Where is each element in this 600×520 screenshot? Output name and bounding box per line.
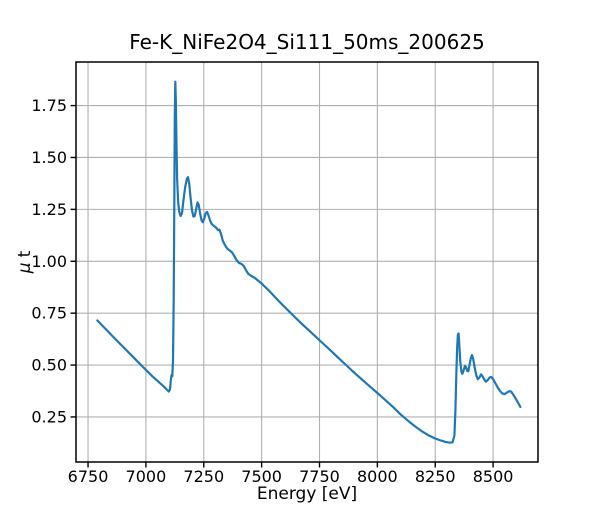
x-tick-label: 6750 [68,467,109,486]
y-tick-label: 0.50 [31,356,67,375]
x-tick-label: 8000 [357,467,398,486]
y-tick-label: 1.75 [31,96,67,115]
y-tick-label: 0.25 [31,407,67,426]
y-tick-label: 1.50 [31,148,67,167]
x-tick-label: 8500 [473,467,514,486]
y-tick-label: 1.00 [31,252,67,271]
plot-border [75,61,539,463]
y-axis-label: μt [15,250,35,274]
x-tick-label: 7750 [299,467,340,486]
y-tick-label: 0.75 [31,304,67,323]
chart-title: Fe-K_NiFe2O4_Si111_50ms_200625 [129,30,485,54]
y-tick-label: 1.25 [31,200,67,219]
x-tick-label: 7250 [183,467,224,486]
absorption-spectrum-curve [96,80,522,444]
x-tick-label: 7000 [126,467,167,486]
x-tick-label: 7500 [241,467,282,486]
x-axis-label: Energy [eV] [257,484,357,504]
x-tick-label: 8250 [415,467,456,486]
